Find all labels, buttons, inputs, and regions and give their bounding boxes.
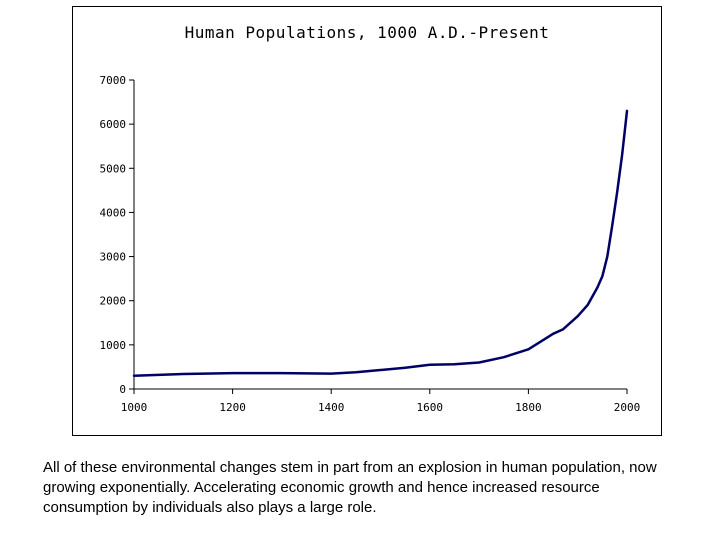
y-tick-label: 2000 xyxy=(100,295,127,308)
y-tick-label: 1000 xyxy=(100,339,127,352)
caption-text: All of these environmental changes stem … xyxy=(43,459,657,516)
y-tick-label: 3000 xyxy=(100,251,127,264)
y-tick-label: 4000 xyxy=(100,206,127,219)
y-tick-label: 6000 xyxy=(100,118,127,131)
y-tick-label: 7000 xyxy=(100,74,127,87)
y-tick-label: 5000 xyxy=(100,162,127,175)
chart-title: Human Populations, 1000 A.D.-Present xyxy=(184,23,550,42)
x-tick-label: 1400 xyxy=(318,401,345,414)
y-axis-ticks: 0 1000 2000 3000 4000 5000 6000 7000 xyxy=(100,74,134,396)
x-tick-label: 1800 xyxy=(515,401,542,414)
x-tick-label: 2000 xyxy=(614,401,641,414)
x-axis-ticks: 1000 1200 1400 1600 1800 2000 xyxy=(121,389,641,414)
series-line xyxy=(132,109,629,378)
x-tick-label: 1000 xyxy=(121,401,148,414)
chart-canvas: 0 1000 2000 3000 4000 5000 6000 7000 1000 1200 14… xyxy=(100,74,641,414)
x-tick-label: 1600 xyxy=(417,401,444,414)
axes xyxy=(133,80,627,390)
y-tick-label: 0 xyxy=(119,383,126,396)
chart-frame: Human Populations, 1000 A.D.-Present 0 10… xyxy=(72,6,662,436)
x-tick-label: 1200 xyxy=(219,401,246,414)
series-group xyxy=(132,109,629,378)
